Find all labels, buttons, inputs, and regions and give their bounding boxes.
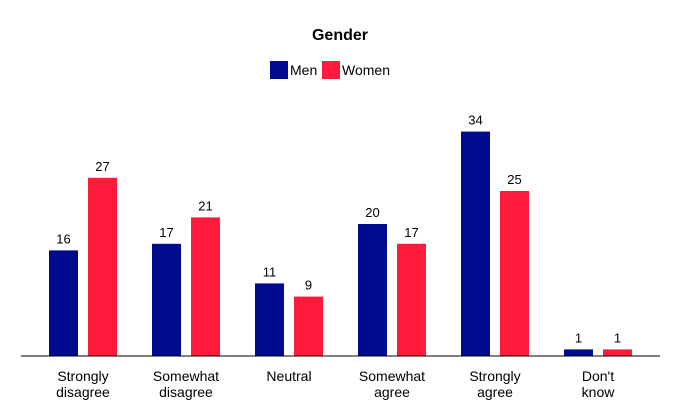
category-label-5-1: know — [582, 384, 616, 400]
legend-label-men: Men — [290, 62, 317, 78]
bar-men-5 — [564, 349, 593, 356]
value-label-women-3: 17 — [404, 225, 418, 240]
bar-women-1 — [191, 217, 220, 356]
bar-men-0 — [49, 250, 78, 356]
bar-women-3 — [397, 243, 426, 356]
category-label-5-0: Don't — [582, 368, 614, 384]
value-label-women-2: 9 — [305, 278, 312, 293]
value-label-men-5: 1 — [575, 330, 582, 345]
chart-title: Gender — [312, 27, 368, 44]
legend: Men Women — [270, 61, 390, 79]
value-label-women-1: 21 — [198, 198, 212, 213]
category-label-1-1: disagree — [159, 384, 213, 400]
value-label-men-3: 20 — [365, 205, 379, 220]
value-label-women-0: 27 — [95, 159, 109, 174]
bar-men-4 — [461, 131, 490, 356]
legend-swatch-men — [270, 61, 288, 79]
bar-women-0 — [88, 177, 117, 356]
value-label-women-4: 25 — [507, 172, 521, 187]
category-label-3-1: agree — [374, 384, 410, 400]
legend-swatch-women — [322, 61, 340, 79]
bar-women-5 — [603, 349, 632, 356]
bar-men-1 — [152, 243, 181, 356]
value-label-men-2: 11 — [263, 264, 277, 279]
bar-women-2 — [294, 296, 323, 356]
category-label-0-1: disagree — [56, 384, 110, 400]
legend-label-women: Women — [342, 62, 390, 78]
bars-group — [49, 131, 632, 356]
category-label-0-0: Strongly — [57, 368, 108, 384]
value-label-men-4: 34 — [468, 113, 482, 128]
value-label-men-1: 17 — [159, 225, 173, 240]
category-label-3-0: Somewhat — [359, 368, 425, 384]
category-label-2-0: Neutral — [266, 368, 311, 384]
value-label-women-5: 1 — [614, 330, 621, 345]
bar-women-4 — [500, 191, 529, 356]
value-label-men-0: 16 — [56, 231, 70, 246]
category-label-4-0: Strongly — [469, 368, 520, 384]
bar-men-3 — [358, 224, 387, 356]
bar-men-2 — [255, 283, 284, 356]
category-label-4-1: agree — [477, 384, 513, 400]
category-label-1-0: Somewhat — [153, 368, 219, 384]
